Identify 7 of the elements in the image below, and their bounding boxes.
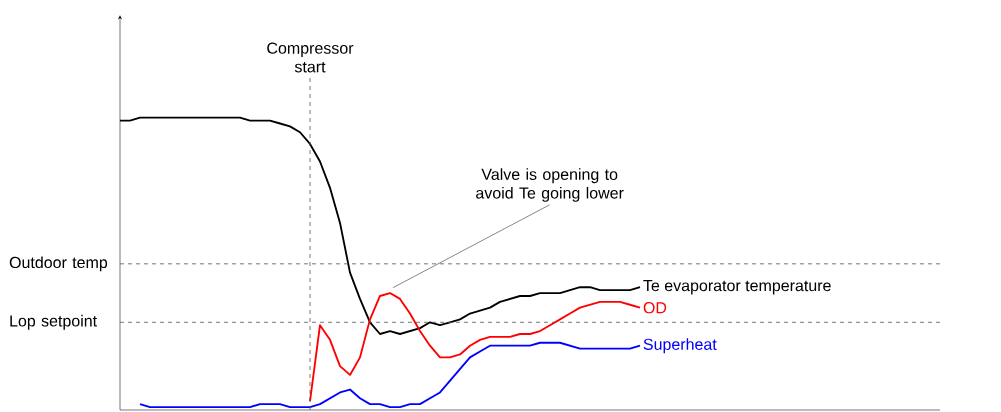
annotation: Valve is opening to avoid Te going lower — [476, 168, 624, 202]
series-label: Superheat — [643, 338, 717, 354]
series-label: Te evaporator temperature — [643, 280, 831, 295]
ref-line-label: Outdoor temp — [9, 256, 108, 272]
text: Compressor start — [267, 42, 354, 73]
ref-line-label: Lop setpoint — [10, 314, 97, 330]
series-label: OD — [643, 302, 667, 314]
